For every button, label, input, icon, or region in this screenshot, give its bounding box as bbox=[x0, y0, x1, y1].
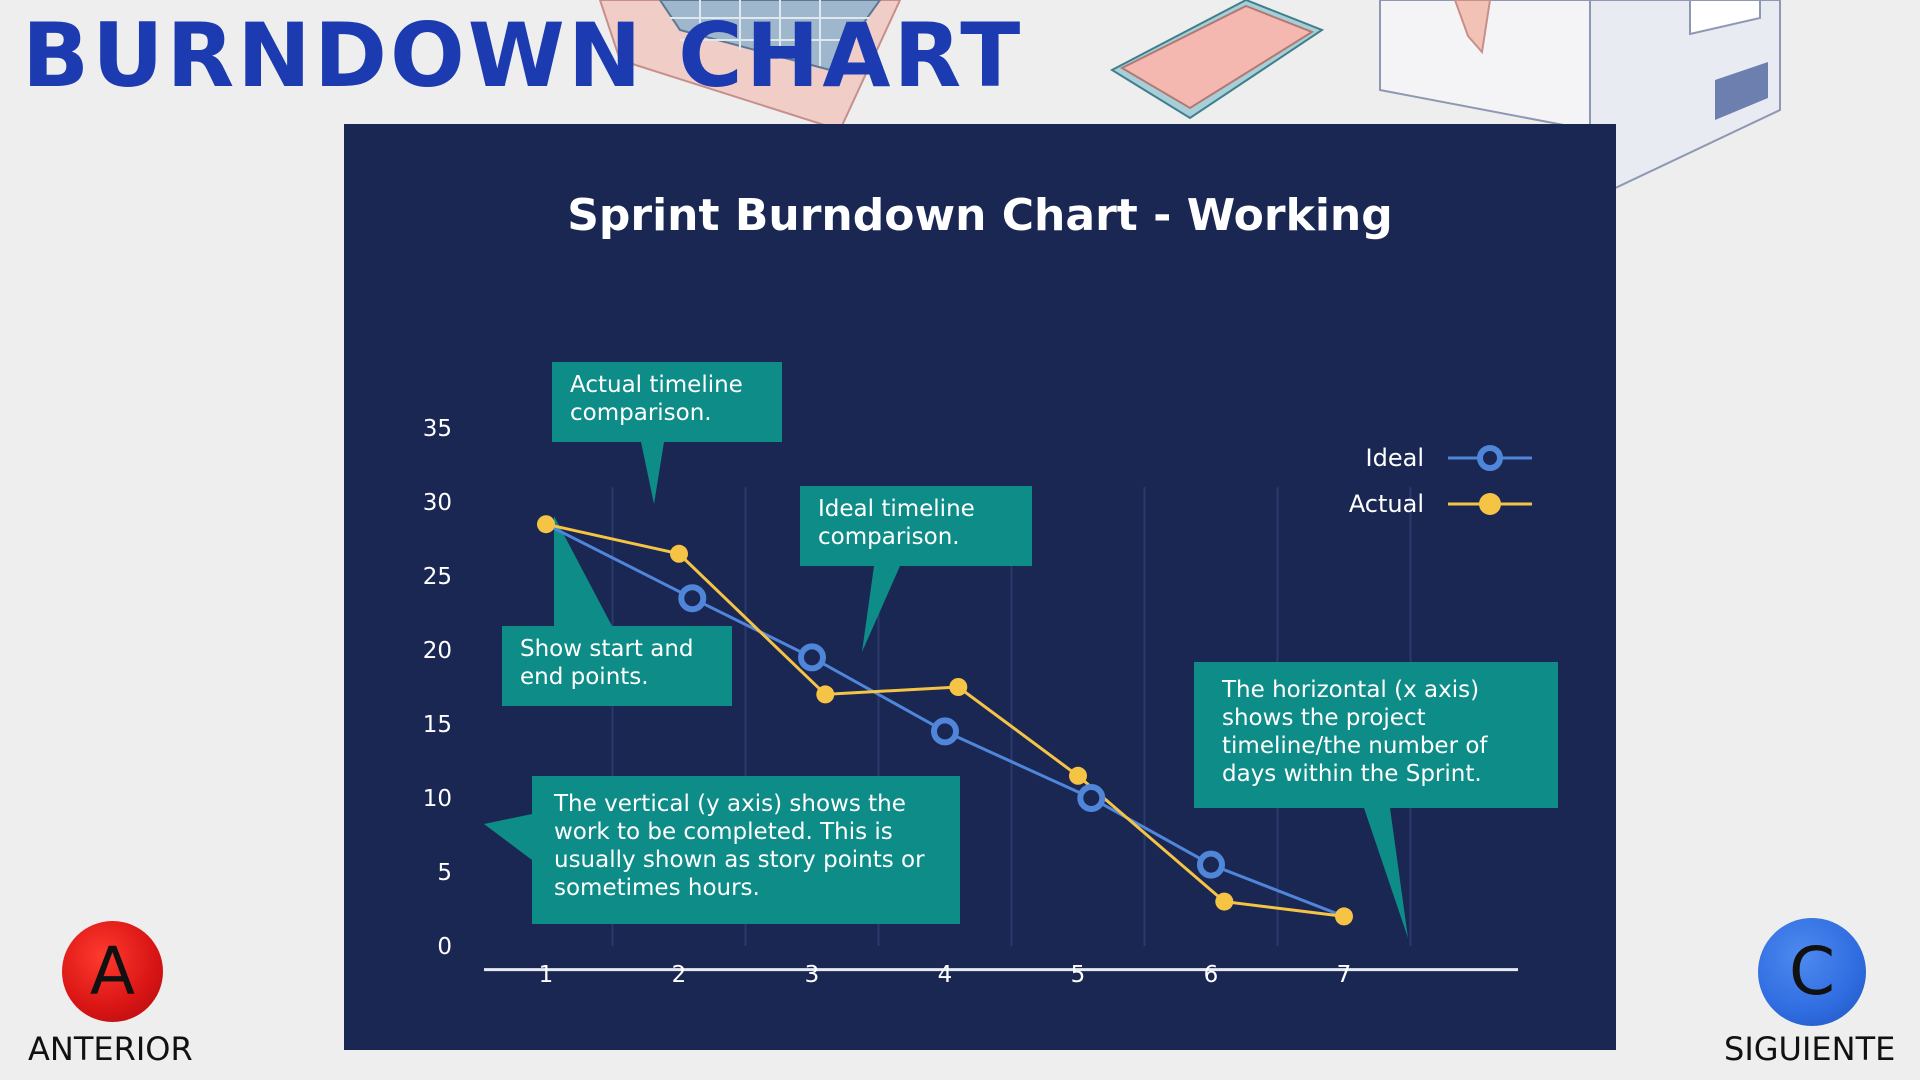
actual-point bbox=[1335, 907, 1353, 926]
legend-marker-actual bbox=[1479, 493, 1501, 515]
callout-x-axis: The horizontal (x axis) shows the projec… bbox=[1194, 662, 1558, 808]
laptop-illustration bbox=[598, 0, 902, 132]
actual-point bbox=[670, 544, 688, 563]
callout-actual-timeline-text: Actual timeline comparison. bbox=[570, 372, 743, 426]
x-tick-label: 1 bbox=[539, 962, 554, 988]
x-tick-label: 4 bbox=[938, 962, 953, 988]
y-tick-label: 25 bbox=[423, 564, 452, 590]
actual-point bbox=[1215, 892, 1234, 911]
ideal-point bbox=[1197, 850, 1225, 879]
callout-pointer-y-axis bbox=[484, 814, 532, 860]
legend-label-actual: Actual bbox=[1349, 490, 1424, 518]
box-illustration bbox=[1379, 0, 1781, 200]
y-tick-label: 35 bbox=[423, 416, 452, 442]
actual-point bbox=[537, 515, 555, 534]
x-tick-label: 2 bbox=[672, 962, 687, 988]
callout-y-axis-text: The vertical (y axis) shows the work to … bbox=[554, 791, 925, 901]
previous-button[interactable]: A bbox=[62, 921, 163, 1022]
callout-pointer-ideal bbox=[862, 566, 900, 652]
actual-point bbox=[816, 685, 835, 704]
background-illustration bbox=[598, 0, 1781, 200]
callout-pointer-x-axis bbox=[1364, 808, 1408, 938]
legend-marker-ideal bbox=[1477, 445, 1503, 471]
ideal-point bbox=[798, 643, 826, 672]
x-tick-label: 6 bbox=[1204, 962, 1219, 988]
burndown-chart: Sprint Burndown Chart - Working353025201… bbox=[423, 190, 1532, 988]
callout-x-axis-text: The horizontal (x axis) shows the projec… bbox=[1222, 677, 1488, 787]
y-tick-label: 5 bbox=[437, 860, 452, 886]
actual-point bbox=[949, 678, 968, 696]
next-button[interactable]: C bbox=[1758, 918, 1866, 1026]
previous-button-letter: A bbox=[89, 932, 136, 1010]
callout-start-end: Show start and end points. bbox=[502, 626, 732, 706]
callout-ideal-timeline: Ideal timeline comparison. bbox=[800, 486, 1032, 566]
callout-pointer-actual bbox=[641, 442, 664, 504]
x-tick-label: 7 bbox=[1337, 962, 1352, 988]
page-title: BURNDOWN CHART bbox=[22, 4, 1024, 107]
x-tick-label: 3 bbox=[805, 962, 820, 988]
previous-label[interactable]: ANTERIOR bbox=[28, 1030, 193, 1068]
y-tick-label: 20 bbox=[423, 638, 452, 664]
ideal-point bbox=[931, 717, 959, 746]
ideal-point bbox=[678, 584, 707, 613]
next-button-letter: C bbox=[1788, 933, 1836, 1010]
next-label[interactable]: SIGUIENTE bbox=[1724, 1030, 1896, 1068]
callout-actual-timeline: Actual timeline comparison. bbox=[552, 362, 782, 442]
y-tick-label: 10 bbox=[423, 786, 452, 812]
legend-label-ideal: Ideal bbox=[1366, 444, 1424, 472]
y-tick-label: 15 bbox=[423, 712, 452, 738]
actual-point bbox=[1069, 766, 1087, 785]
callout-y-axis: The vertical (y axis) shows the work to … bbox=[532, 776, 960, 924]
phone-illustration bbox=[1109, 0, 1325, 120]
callout-start-end-text: Show start and end points. bbox=[520, 636, 694, 690]
callout-pointer-start-end bbox=[554, 516, 612, 626]
y-tick-label: 30 bbox=[423, 490, 452, 516]
ideal-point bbox=[1077, 784, 1106, 812]
callout-ideal-timeline-text: Ideal timeline comparison. bbox=[818, 496, 975, 550]
x-tick-label: 5 bbox=[1071, 962, 1086, 988]
chart-panel: Sprint Burndown Chart - Working 35 30 25 20 1… bbox=[344, 124, 1616, 1050]
chart-title: Sprint Burndown Chart - Working bbox=[567, 190, 1393, 241]
y-tick-label: 0 bbox=[437, 934, 452, 960]
